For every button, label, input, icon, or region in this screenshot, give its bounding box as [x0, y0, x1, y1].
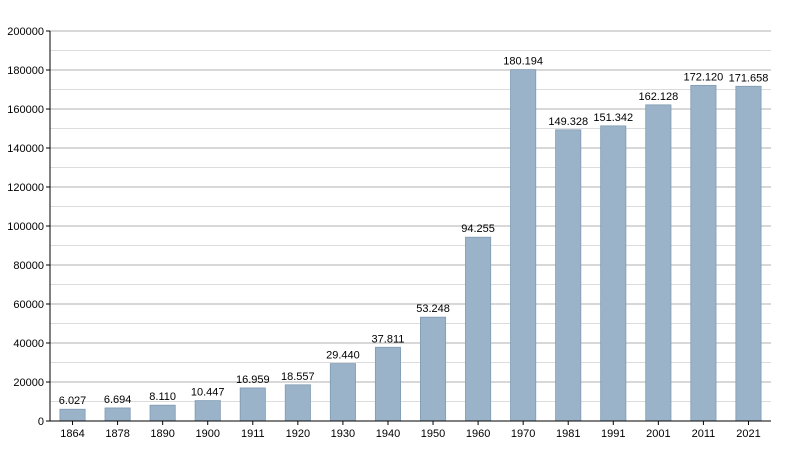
bar-1890	[149, 404, 176, 422]
y-tick-label: 100000	[7, 221, 44, 233]
data-label-1991: 151.342	[593, 112, 633, 124]
bar-2021	[735, 85, 762, 422]
bar-1864	[59, 408, 86, 422]
bar-1940	[374, 346, 401, 422]
bar-1970	[510, 69, 537, 422]
data-label-2011: 172.120	[684, 71, 724, 83]
x-tick-label-1940: 1940	[376, 428, 400, 440]
x-axis-tick-labels: 1864 1878 1890 1900 1911 1920 1930 1940 1950 1960…	[60, 421, 761, 440]
data-label-1920: 18.557	[281, 371, 315, 383]
bars	[59, 69, 762, 422]
x-tick-label-1878: 1878	[105, 428, 129, 440]
x-tick-label-1930: 1930	[331, 428, 355, 440]
y-tick-label: 60000	[13, 299, 44, 311]
bar-1920	[284, 384, 311, 422]
bar-1960	[465, 236, 492, 422]
data-label-1930: 29.440	[326, 350, 360, 362]
data-label-1940: 37.811	[372, 333, 405, 345]
bar-1991	[600, 125, 627, 422]
x-tick-label-1864: 1864	[60, 428, 84, 440]
x-tick-label-1890: 1890	[150, 428, 174, 440]
x-tick-label-1960: 1960	[466, 428, 490, 440]
data-label-1878: 6.694	[104, 394, 132, 406]
y-tick-label: 160000	[7, 104, 44, 116]
x-tick-label-2011: 2011	[692, 428, 716, 440]
y-tick-label: 0	[38, 416, 44, 428]
y-tick-label: 20000	[13, 377, 44, 389]
data-labels: 6.027 6.694 8.110 10.447 16.959 18.557 29.440 3…	[59, 56, 769, 408]
data-label-1900: 10.447	[191, 387, 225, 399]
x-tick-label-1920: 1920	[286, 428, 310, 440]
bar-1878	[104, 407, 131, 422]
data-label-1864: 6.027	[59, 395, 87, 407]
y-axis-tick-labels: 0 20000 40000 60000 80000 100000 120000 140000 1…	[7, 26, 44, 428]
data-label-1970: 180.194	[503, 56, 543, 68]
bar-1981	[555, 129, 582, 422]
x-tick-label-2021: 2021	[736, 428, 760, 440]
x-tick-label-1900: 1900	[195, 428, 219, 440]
y-tick-label: 80000	[13, 260, 44, 272]
data-label-1890: 8.110	[149, 391, 176, 403]
bar-1900	[194, 400, 221, 422]
x-tick-label-2001: 2001	[646, 428, 670, 440]
y-tick-label: 180000	[7, 65, 44, 77]
bar-1911	[239, 387, 266, 422]
x-tick-label-1991: 1991	[601, 428, 625, 440]
data-label-2021: 171.658	[729, 72, 769, 84]
y-tick-label: 120000	[7, 182, 44, 194]
data-label-1911: 16.959	[236, 374, 270, 386]
bar-1930	[329, 363, 356, 422]
x-tick-label-1981: 1981	[556, 428, 580, 440]
data-label-1960: 94.255	[461, 223, 495, 235]
data-label-2001: 162.128	[638, 91, 678, 103]
data-label-1981: 149.328	[548, 116, 588, 128]
x-tick-label-1911: 1911	[241, 428, 265, 440]
bar-1950	[420, 316, 447, 422]
data-label-1950: 53.248	[416, 303, 450, 315]
y-tick-label: 200000	[7, 26, 44, 38]
bar-2011	[690, 84, 717, 422]
x-tick-label-1970: 1970	[511, 428, 535, 440]
x-tick-label-1950: 1950	[421, 428, 445, 440]
y-tick-label: 40000	[13, 338, 44, 350]
y-tick-label: 140000	[7, 143, 44, 155]
bar-2001	[645, 104, 672, 422]
